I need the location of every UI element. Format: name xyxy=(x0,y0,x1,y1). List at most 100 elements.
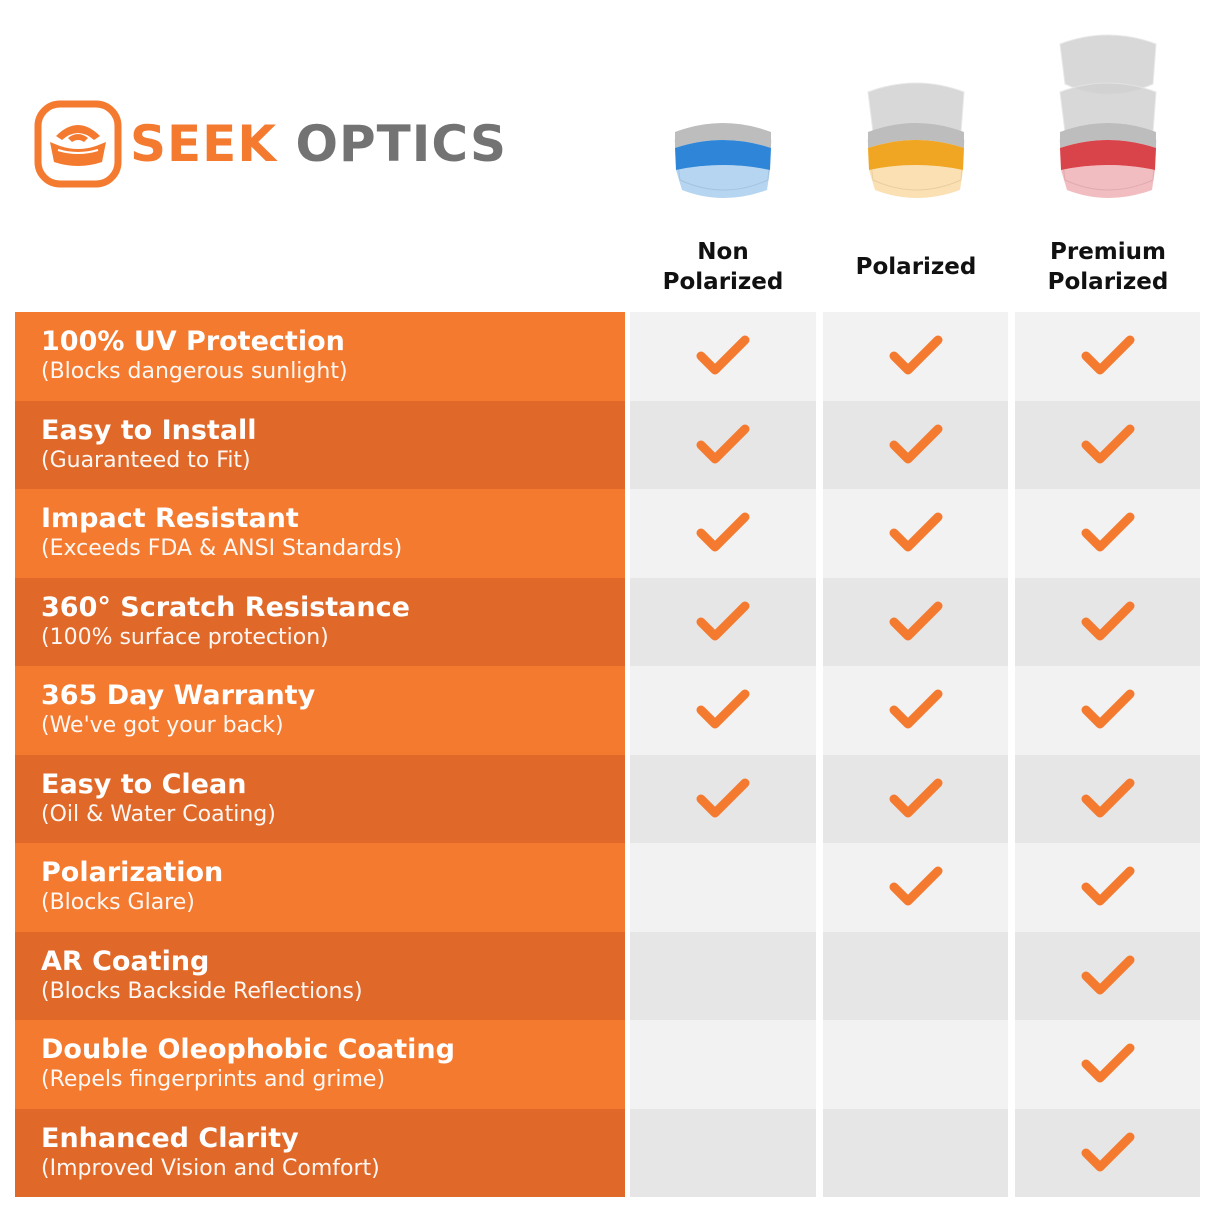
column-header: Polarized xyxy=(823,0,1009,280)
feature-row: Easy to Install (Guaranteed to Fit) xyxy=(15,400,1200,489)
feature-cell xyxy=(1015,400,1200,489)
feature-label: 100% UV Protection (Blocks dangerous sun… xyxy=(15,312,625,401)
feature-cell xyxy=(630,931,816,1020)
feature-row: 360° Scratch Resistance (100% surface pr… xyxy=(15,577,1200,666)
lens-icon xyxy=(1059,34,1157,198)
checkmark-icon xyxy=(696,512,750,552)
feature-subtitle: (Blocks Backside Reflections) xyxy=(41,978,363,1004)
feature-title: Easy to Clean xyxy=(41,768,247,800)
feature-cell xyxy=(1015,754,1200,843)
column-label: Premium Polarized xyxy=(1047,239,1169,295)
feature-label: Enhanced Clarity (Improved Vision and Co… xyxy=(15,1108,625,1197)
feature-label: Double Oleophobic Coating (Repels finger… xyxy=(15,1020,625,1109)
feature-row: Polarization (Blocks Glare) xyxy=(15,843,1200,932)
feature-cell xyxy=(1015,931,1200,1020)
feature-cell xyxy=(630,400,816,489)
feature-cell xyxy=(823,312,1008,401)
feature-label: Easy to Clean (Oil & Water Coating) xyxy=(15,754,625,843)
checkmark-icon xyxy=(889,601,942,641)
feature-row: Impact Resistant (Exceeds FDA & ANSI Sta… xyxy=(15,489,1200,578)
feature-cell xyxy=(630,1020,816,1109)
feature-title: Double Oleophobic Coating xyxy=(41,1034,455,1066)
feature-cell xyxy=(823,666,1008,755)
feature-subtitle: (Improved Vision and Comfort) xyxy=(41,1155,380,1181)
feature-title: Impact Resistant xyxy=(41,503,299,535)
column-label: Non Polarized xyxy=(662,239,784,295)
feature-title: 100% UV Protection xyxy=(41,326,345,358)
feature-subtitle: (Blocks Glare) xyxy=(41,890,195,916)
feature-subtitle: (Repels fingerprints and grime) xyxy=(41,1067,386,1093)
feature-cell xyxy=(1015,312,1200,401)
feature-cell xyxy=(630,312,816,401)
checkmark-icon xyxy=(889,335,942,375)
checkmark-icon xyxy=(1081,335,1134,375)
checkmark-icon xyxy=(696,689,750,729)
feature-cell xyxy=(1015,1020,1200,1109)
feature-cell xyxy=(823,400,1008,489)
feature-cell xyxy=(823,1020,1008,1109)
brand-name: SEEK OPTICS xyxy=(130,115,507,173)
feature-cell xyxy=(823,843,1008,932)
feature-title: Easy to Install xyxy=(41,414,257,446)
checkmark-icon xyxy=(1081,689,1134,729)
feature-label: AR Coating (Blocks Backside Reflections) xyxy=(15,931,625,1020)
feature-title: 365 Day Warranty xyxy=(41,680,316,712)
feature-label: 365 Day Warranty (We've got your back) xyxy=(15,666,625,755)
checkmark-icon xyxy=(889,689,942,729)
brand-name-part1: SEEK xyxy=(130,115,278,173)
feature-row: Double Oleophobic Coating (Repels finger… xyxy=(15,1020,1200,1109)
feature-subtitle: (100% surface protection) xyxy=(41,624,329,650)
feature-cell xyxy=(1015,843,1200,932)
feature-label: Impact Resistant (Exceeds FDA & ANSI Sta… xyxy=(15,489,625,578)
feature-subtitle: (Exceeds FDA & ANSI Standards) xyxy=(41,536,403,562)
feature-cell xyxy=(1015,489,1200,578)
feature-title: AR Coating xyxy=(41,945,210,977)
checkmark-icon xyxy=(1081,866,1134,906)
feature-row: AR Coating (Blocks Backside Reflections) xyxy=(15,931,1200,1020)
feature-cell xyxy=(630,577,816,666)
feature-cell xyxy=(823,577,1008,666)
column-header: Premium Polarized xyxy=(1015,0,1201,295)
checkmark-icon xyxy=(696,601,750,641)
brand-name-part2: OPTICS xyxy=(295,115,507,173)
column-header: Non Polarized xyxy=(630,0,816,295)
feature-cell xyxy=(1015,1108,1200,1197)
checkmark-icon xyxy=(1081,601,1134,641)
checkmark-icon xyxy=(1081,778,1134,818)
seek-optics-logo-icon xyxy=(34,100,122,188)
column-label: Polarized xyxy=(855,254,977,280)
checkmark-icon xyxy=(696,335,750,375)
feature-cell xyxy=(1015,666,1200,755)
feature-subtitle: (Guaranteed to Fit) xyxy=(41,447,251,473)
checkmark-icon xyxy=(889,778,942,818)
feature-row: Easy to Clean (Oil & Water Coating) xyxy=(15,754,1200,843)
feature-subtitle: (Blocks dangerous sunlight) xyxy=(41,359,348,385)
feature-cell xyxy=(823,754,1008,843)
lens-icon xyxy=(674,123,772,198)
feature-cell xyxy=(630,1108,816,1197)
feature-label: Polarization (Blocks Glare) xyxy=(15,843,625,932)
feature-row: Enhanced Clarity (Improved Vision and Co… xyxy=(15,1108,1200,1197)
feature-title: 360° Scratch Resistance xyxy=(41,591,410,623)
feature-cell xyxy=(1015,577,1200,666)
feature-cell xyxy=(823,931,1008,1020)
feature-cell xyxy=(630,666,816,755)
feature-cell xyxy=(630,489,816,578)
feature-label: Easy to Install (Guaranteed to Fit) xyxy=(15,400,625,489)
feature-cell xyxy=(630,843,816,932)
checkmark-icon xyxy=(889,512,942,552)
checkmark-icon xyxy=(696,778,750,818)
checkmark-icon xyxy=(889,424,942,464)
lens-icon xyxy=(867,82,965,198)
checkmark-icon xyxy=(1081,424,1134,464)
brand-logo: SEEK OPTICS xyxy=(34,100,507,188)
feature-title: Polarization xyxy=(41,857,224,889)
feature-cell xyxy=(823,1108,1008,1197)
feature-subtitle: (We've got your back) xyxy=(41,713,284,739)
checkmark-icon xyxy=(1081,512,1134,552)
feature-label: 360° Scratch Resistance (100% surface pr… xyxy=(15,577,625,666)
feature-subtitle: (Oil & Water Coating) xyxy=(41,801,276,827)
checkmark-icon xyxy=(1081,1132,1134,1172)
feature-row: 100% UV Protection (Blocks dangerous sun… xyxy=(15,312,1200,401)
feature-title: Enhanced Clarity xyxy=(41,1122,299,1154)
